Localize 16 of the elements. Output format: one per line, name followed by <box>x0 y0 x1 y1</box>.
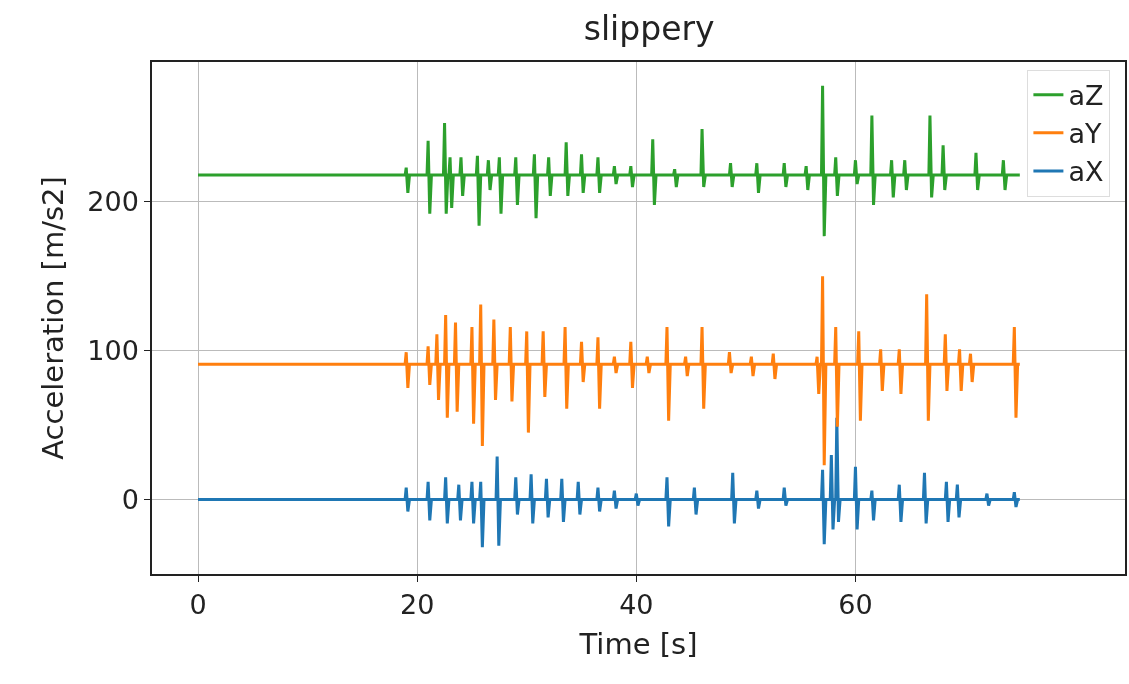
x-tick-label: 60 <box>838 589 873 621</box>
y-tick-label: 0 <box>121 484 139 516</box>
legend-label: aX <box>1068 156 1104 188</box>
legend-label: aY <box>1068 118 1102 150</box>
x-tick-label: 20 <box>399 589 435 621</box>
x-tick-label: 40 <box>619 589 654 621</box>
x-axis-title: Time [s] <box>578 627 698 662</box>
legend-label: aZ <box>1068 80 1104 112</box>
chart-title: slippery <box>583 9 715 49</box>
y-axis-title: Acceleration [m/s2] <box>36 176 71 460</box>
x-tick-label: 0 <box>189 589 207 621</box>
line-series <box>196 84 1022 238</box>
line-series <box>196 274 1022 467</box>
line-series <box>196 416 1022 549</box>
y-tick-label: 200 <box>87 186 139 218</box>
y-tick-label: 100 <box>87 335 139 367</box>
